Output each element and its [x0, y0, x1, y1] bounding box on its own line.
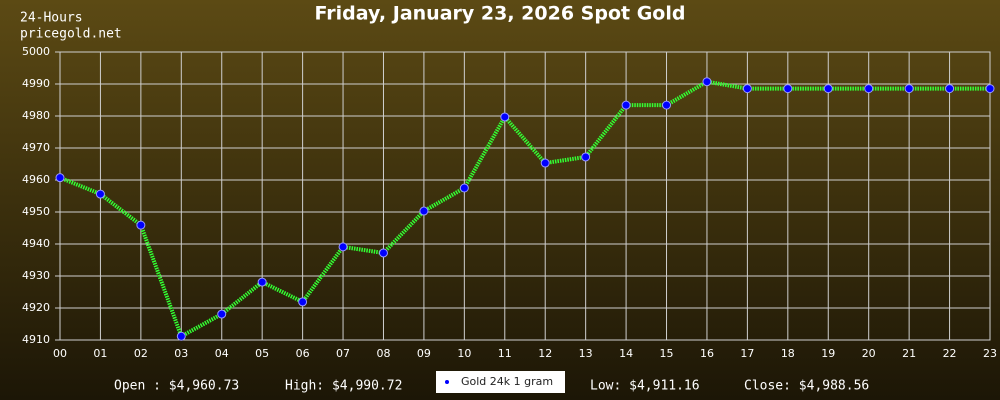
x-tick-label: 05	[255, 347, 269, 360]
x-tick-label: 21	[902, 347, 916, 360]
data-point	[298, 297, 308, 307]
x-tick-label: 00	[53, 347, 67, 360]
data-point	[55, 173, 65, 183]
y-tick-label: 4940	[22, 237, 50, 250]
x-tick-label: 18	[781, 347, 795, 360]
x-tick-label: 09	[417, 347, 431, 360]
x-tick-label: 04	[215, 347, 229, 360]
y-tick-label: 4910	[22, 333, 50, 346]
y-tick-label: 4980	[22, 109, 50, 122]
x-tick-label: 03	[174, 347, 188, 360]
data-point	[136, 220, 146, 230]
x-tick-label: 06	[296, 347, 310, 360]
data-point	[945, 84, 955, 94]
y-tick-label: 4960	[22, 173, 50, 186]
y-tick-label: 4930	[22, 269, 50, 282]
x-tick-label: 12	[538, 347, 552, 360]
x-tick-label: 22	[943, 347, 957, 360]
data-point	[176, 331, 186, 341]
stat-high: High: $4,990.72	[285, 379, 402, 394]
data-point	[904, 84, 914, 94]
data-point	[257, 277, 267, 287]
x-tick-label: 15	[660, 347, 674, 360]
x-tick-label: 23	[983, 347, 997, 360]
y-tick-label: 4950	[22, 205, 50, 218]
data-point	[581, 152, 591, 162]
x-tick-label: 17	[740, 347, 754, 360]
data-point	[378, 248, 388, 258]
data-point	[783, 84, 793, 94]
x-tick-label: 01	[93, 347, 107, 360]
y-tick-label: 4990	[22, 77, 50, 90]
x-tick-label: 10	[457, 347, 471, 360]
legend-marker	[445, 380, 449, 384]
stat-open: Open : $4,960.73	[114, 379, 239, 394]
x-tick-label: 08	[376, 347, 390, 360]
data-point	[864, 84, 874, 94]
data-point	[95, 189, 105, 199]
x-tick-label: 20	[862, 347, 876, 360]
y-tick-label: 4970	[22, 141, 50, 154]
data-point	[662, 100, 672, 110]
data-point	[985, 84, 995, 94]
x-tick-label: 14	[619, 347, 633, 360]
data-point	[621, 100, 631, 110]
annotation: pricegold.net	[20, 27, 122, 42]
x-tick-label: 07	[336, 347, 350, 360]
x-tick-label: 16	[700, 347, 714, 360]
data-point	[459, 183, 469, 193]
legend-box	[436, 371, 565, 393]
legend-label: Gold 24k 1 gram	[461, 375, 553, 388]
x-tick-label: 02	[134, 347, 148, 360]
data-point	[338, 242, 348, 252]
x-tick-label: 11	[498, 347, 512, 360]
data-point	[702, 77, 712, 87]
data-point	[419, 206, 429, 216]
y-tick-label: 5000	[22, 45, 50, 58]
chart-title: Friday, January 23, 2026 Spot Gold	[315, 3, 686, 25]
x-tick-label: 13	[579, 347, 593, 360]
stat-low: Low: $4,911.16	[590, 379, 700, 394]
data-point	[823, 84, 833, 94]
x-tick-label: 19	[821, 347, 835, 360]
data-point	[500, 112, 510, 122]
y-tick-label: 4920	[22, 301, 50, 314]
annotation: 24-Hours	[20, 11, 83, 26]
data-point	[540, 158, 550, 168]
stat-close: Close: $4,988.56	[744, 379, 869, 394]
data-point	[217, 309, 227, 319]
data-point	[742, 84, 752, 94]
series-line	[59, 79, 990, 340]
